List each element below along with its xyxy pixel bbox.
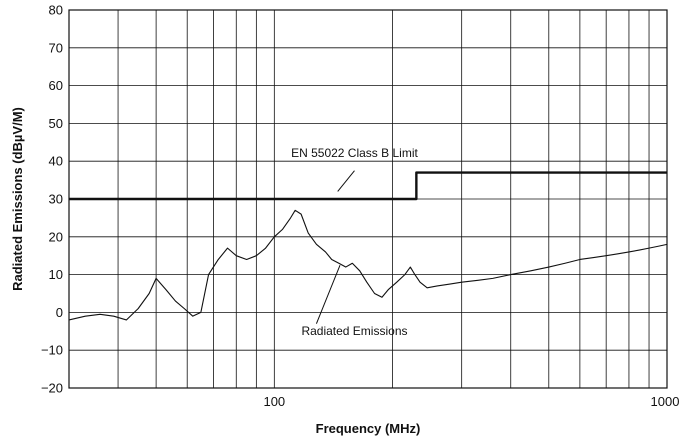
emissions-annotation: Radiated Emissions: [301, 324, 407, 338]
y-tick-label: −20: [41, 381, 63, 396]
y-tick-label: 70: [49, 40, 63, 55]
y-tick-label: 80: [49, 3, 63, 18]
y-tick-label: 30: [49, 192, 63, 207]
y-tick-label: 60: [49, 78, 63, 93]
y-tick-label: 0: [56, 305, 63, 320]
x-tick-labels: 100 1000: [263, 394, 679, 409]
y-tick-label: 10: [49, 267, 63, 282]
y-tick-label: 50: [49, 116, 63, 131]
limit-annotation: EN 55022 Class B Limit: [291, 146, 418, 160]
plot-frame: [68, 9, 668, 389]
limit-line: [69, 171, 667, 201]
y-tick-label: 40: [49, 154, 63, 169]
x-tick-label: 1000: [651, 394, 680, 409]
series-layer: [68, 171, 668, 321]
y-axis-title: Radiated Emissions (dBµV/M): [10, 107, 25, 291]
y-tick-label: 20: [49, 229, 63, 244]
limit-annotation-leader: [337, 170, 355, 192]
emissions-line: [68, 209, 668, 321]
y-tick-labels: −20 −10 0 10 20 30 40 50 60 70 80: [41, 3, 63, 396]
x-axis-title: Frequency (MHz): [316, 421, 421, 436]
x-tick-label: 100: [263, 394, 285, 409]
grid: [69, 9, 667, 389]
emissions-annotation-leader: [315, 264, 341, 324]
y-tick-label: −10: [41, 343, 63, 358]
